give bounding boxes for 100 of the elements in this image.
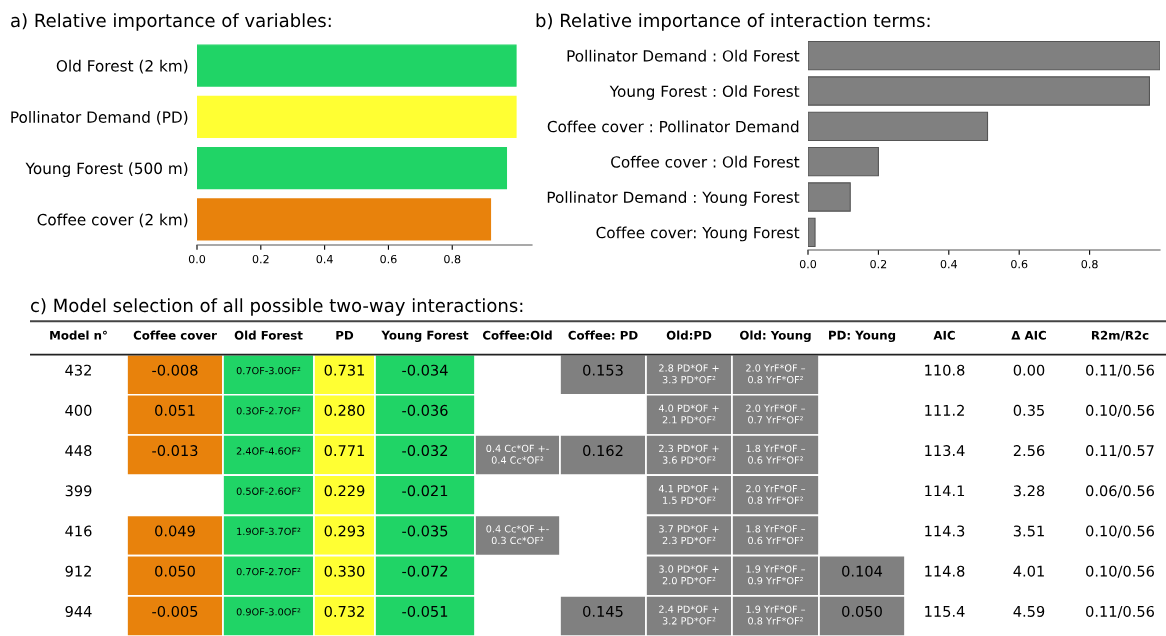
text: 4.01 [1013,565,1044,577]
category-label: AIC [933,330,955,340]
text: 0.280 [324,404,365,416]
text: 432 [65,364,91,376]
y-tick-label: Coffee cover: Young Forest [596,226,800,242]
category-label: Coffee cover [133,330,217,340]
category-label: Coffee:Old [482,330,552,340]
text: 0.732 [324,605,364,617]
text: 0.11/0.56 [1086,605,1155,619]
x-tick-label: 0.4 [316,254,333,264]
text: -0.034 [402,364,448,376]
text: 0.050 [842,605,882,617]
text: 2.56 [1013,445,1045,457]
text: 448 [65,445,92,457]
text: 0.162 [583,445,623,457]
bar [808,146,879,177]
text: 0.11/0.56 [1086,364,1155,377]
text: -0.021 [402,485,448,497]
bar [808,217,816,248]
category-label: Young Forest [381,330,469,342]
category-label: Old: Young [739,330,811,343]
text: -0.035 [402,525,448,537]
text: 1.9 YrF*OF – 0.9 YrF*OF² [746,565,806,585]
x-tick-label: 0.6 [380,254,397,264]
y-tick-label: Coffee cover : Old Forest [611,155,800,168]
text: 114.3 [925,525,965,537]
category-label: R2m/R2c [1091,330,1149,341]
text: 3.0 PD*OF + 2.0 PD*OF² [659,565,719,585]
text: 0.229 [324,485,365,497]
text: 115.4 [925,606,965,617]
text: 0.9OF-3.0OF² [236,608,301,616]
text: c) Model selection of all possible two-way interactions: [31,298,523,316]
text: 2.3 PD*OF + 3.6 PD*OF² [659,444,719,464]
text: 0.049 [155,525,195,537]
text: 944 [65,605,92,617]
text: 0.06/0.56 [1086,485,1155,498]
text: 2.0 YrF*OF – 0.8 YrF*OF² [746,364,806,384]
x-tick-label: 0.2 [252,254,269,264]
text: 1.9 YrF*OF – 0.8 YrF*OF² [746,605,806,625]
text: 3.51 [1013,525,1044,537]
text: 111.2 [925,404,964,416]
bar [808,40,1160,71]
text: 912 [65,565,91,577]
category-label: Old:PD [666,330,712,340]
text: 0.00 [1013,364,1045,376]
x-tick-label: 0.0 [188,254,206,264]
text: 0.4 Cc*OF +- 0.3 Cc*OF² [486,525,549,545]
text: 0.050 [155,565,195,577]
y-tick-label: Pollinator Demand : Old Forest [567,49,800,62]
category-label: Δ AIC [1011,330,1046,340]
text: 114.1 [925,485,965,497]
x-tick-label: 0.2 [870,259,887,269]
category-label: Model n° [50,330,107,340]
text: 114.8 [925,565,965,577]
x-tick-label: 0.4 [940,259,958,269]
x-tick-label: 0.0 [799,259,817,269]
x-tick-label: 0.8 [1081,259,1098,269]
text: -0.032 [402,445,448,457]
text: -0.051 [402,605,448,617]
text: 3.28 [1013,485,1045,497]
text: 0.3OF-2.7OF² [236,407,301,415]
text: 0.145 [583,605,623,617]
text: 0.771 [324,445,365,457]
text: -0.072 [402,565,448,577]
text: 1.8 YrF*OF – 0.6 YrF*OF² [746,444,806,464]
y-tick-label: Coffee cover (2 km) [37,213,188,228]
y-tick-label: Old Forest (2 km) [56,59,188,74]
text: 4.59 [1013,605,1045,617]
text: 0.5OF-2.6OF² [236,487,301,495]
text: -0.005 [152,605,198,617]
text: 0.4 Cc*OF +- 0.4 Cc*OF² [486,444,549,464]
text: 0.35 [1013,404,1044,416]
text: 400 [65,404,92,416]
text: 0.293 [324,525,365,537]
text: 2.0 YrF*OF – 0.8 YrF*OF² [746,484,806,504]
text: 0.7OF-3.0OF² [236,366,301,375]
category-label: PD [336,330,354,340]
text: 4.0 PD*OF + 2.1 PD*OF² [658,404,719,424]
text: 2.8 PD*OF + 3.3 PD*OF² [659,364,719,384]
text: 2.4 PD*OF + 3.2 PD*OF² [659,605,719,625]
text: 399 [65,485,92,497]
y-tick-label: Young Forest : Old Forest [609,85,800,100]
category-label: Coffee: PD [568,330,638,340]
chart-title: b) Relative importance of interaction terms: [536,13,930,31]
text: -0.008 [152,364,198,376]
text: 4.1 PD*OF + 1.5 PD*OF² [658,484,719,504]
text: 2.4OF-4.6OF² [236,447,301,455]
y-tick-label: Coffee cover : Pollinator Demand [547,120,799,133]
text: 3.7 PD*OF + 2.3 PD*OF² [659,525,719,545]
y-tick-label: Young Forest (500 m) [25,162,188,178]
text: 2.0 YrF*OF – 0.7 YrF*OF² [746,404,806,424]
text: 0.11/0.57 [1086,445,1154,458]
text: 0.731 [324,364,365,376]
bar [808,76,1150,106]
text: -0.036 [402,404,448,416]
category-label: PD: Young [829,330,896,342]
text: 110.8 [925,364,965,376]
text: 0.10/0.56 [1086,565,1155,578]
x-tick-label: 0.6 [1011,259,1028,269]
chart-title: a) Relative importance of variables: [11,13,331,31]
